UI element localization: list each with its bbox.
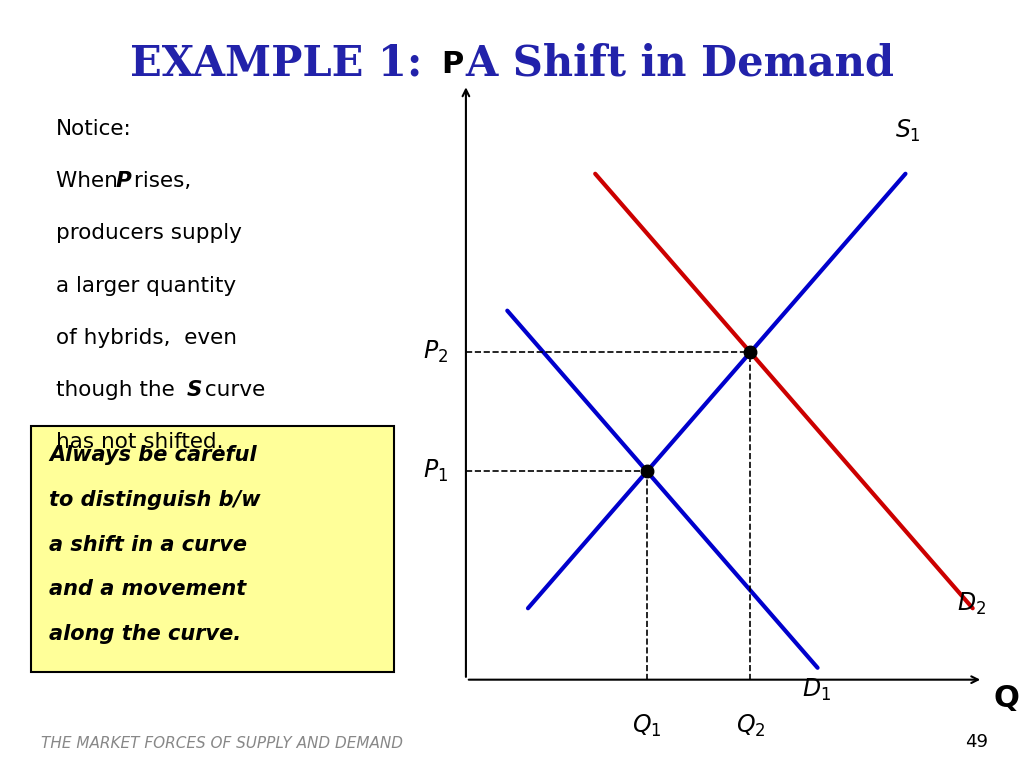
Text: to distinguish b/w: to distinguish b/w [49,490,261,510]
Text: 49: 49 [966,733,988,751]
Text: $\bf{Q}$: $\bf{Q}$ [993,683,1020,713]
Text: a larger quantity: a larger quantity [56,276,237,296]
Text: Always be careful: Always be careful [49,445,257,465]
Text: $D_1$: $D_1$ [802,677,831,703]
Text: EXAMPLE 1:   A Shift in Demand: EXAMPLE 1: A Shift in Demand [130,42,894,84]
Text: curve: curve [199,380,265,400]
Text: producers supply: producers supply [56,223,243,243]
Text: $Q_2$: $Q_2$ [735,713,765,739]
Text: $\bf{P}$: $\bf{P}$ [441,49,465,78]
Text: THE MARKET FORCES OF SUPPLY AND DEMAND: THE MARKET FORCES OF SUPPLY AND DEMAND [41,736,403,751]
Text: rises,: rises, [127,171,191,191]
Text: Notice:: Notice: [56,119,132,139]
Text: $Q_1$: $Q_1$ [632,713,662,739]
Text: and a movement: and a movement [49,579,247,599]
Text: though the: though the [56,380,182,400]
Text: When: When [56,171,125,191]
Text: $D_2$: $D_2$ [957,591,986,617]
Text: P: P [116,171,131,191]
Text: a shift in a curve: a shift in a curve [49,535,247,554]
Text: $P_1$: $P_1$ [423,458,447,485]
Text: has not shifted.: has not shifted. [56,432,224,452]
Text: along the curve.: along the curve. [49,624,242,644]
Text: of hybrids,  even: of hybrids, even [56,328,238,348]
Text: $S_1$: $S_1$ [895,118,921,144]
Text: $P_2$: $P_2$ [423,339,447,366]
Text: S: S [186,380,202,400]
